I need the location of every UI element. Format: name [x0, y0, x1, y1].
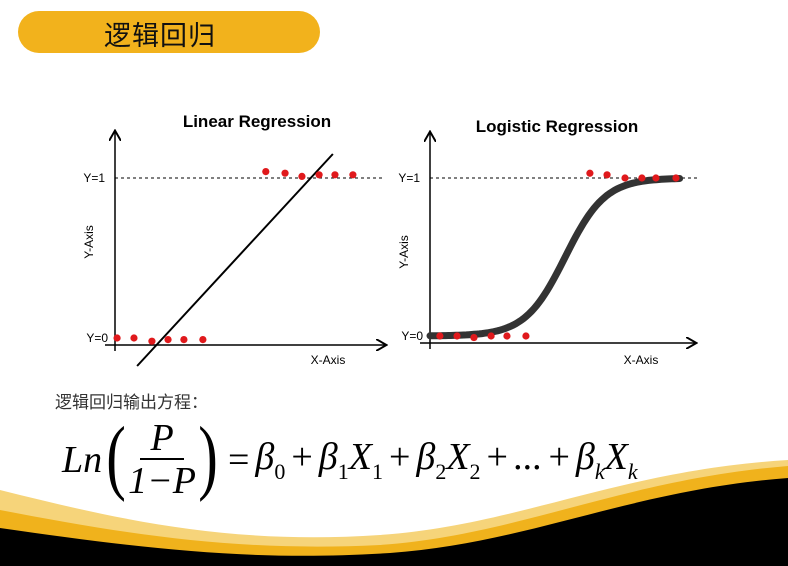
data-point: [199, 336, 207, 344]
y-axis-label: Y-Axis: [82, 225, 96, 259]
ln-function: Ln: [62, 439, 103, 481]
right-paren: ): [198, 410, 218, 503]
x-axis-label: X-Axis: [311, 353, 346, 367]
equals-sign: =: [227, 439, 250, 481]
data-point: [603, 171, 611, 179]
plus-sign: +: [388, 436, 411, 478]
y0-tick-label: Y=0: [86, 331, 108, 345]
logit-formula: Ln ( P 1−P ) = β0 + β1X1 + β2X2 +... + βkXk: [62, 410, 638, 503]
data-point: [148, 337, 156, 345]
plus-sign: +: [291, 436, 313, 478]
data-point: [164, 336, 172, 344]
formula-term: β2X2: [416, 436, 481, 484]
left-paren: (: [106, 410, 126, 503]
formula-term: β1X1: [318, 436, 383, 484]
data-point: [281, 169, 289, 177]
data-point: [331, 171, 339, 179]
data-point: [621, 174, 629, 182]
y1-tick-label: Y=1: [398, 171, 420, 185]
sigmoid-curve: [426, 175, 684, 340]
data-point: [586, 169, 594, 177]
data-point: [180, 336, 188, 344]
formula-terms: β0 + β1X1 + β2X2 +... + βkXk: [255, 435, 637, 485]
data-point: [453, 332, 461, 340]
regression-line: [136, 153, 334, 367]
plus-sign: +: [486, 436, 508, 478]
title-banner: [18, 11, 320, 53]
y-axis-label: Y-Axis: [397, 235, 411, 269]
numerator: P: [140, 418, 184, 460]
data-point: [638, 174, 646, 182]
data-point: [503, 332, 511, 340]
formula-term: βkXk: [575, 436, 638, 484]
data-point: [436, 332, 444, 340]
fraction: P 1−P: [128, 418, 196, 502]
formula-term: ...: [513, 436, 543, 478]
chart-title: Logistic Regression: [476, 117, 638, 136]
plus-sign: +: [548, 436, 570, 478]
data-point: [470, 333, 478, 342]
y1-tick-label: Y=1: [83, 171, 105, 185]
data-point: [522, 332, 530, 340]
data-point: [315, 171, 323, 179]
data-point: [130, 334, 138, 342]
x-axis-label: X-Axis: [624, 353, 659, 367]
slide-title: 逻辑回归: [104, 21, 216, 52]
data-point: [113, 334, 121, 342]
data-point: [262, 168, 270, 176]
data-point: [487, 332, 495, 340]
data-point: [298, 172, 306, 180]
formula-term: β0: [255, 436, 286, 484]
denominator: 1−P: [128, 460, 196, 502]
chart-title: Linear Regression: [183, 112, 331, 131]
data-point: [349, 171, 357, 179]
data-point: [652, 174, 660, 182]
data-point: [672, 174, 680, 182]
formula-caption: 逻辑回归输出方程：: [55, 393, 208, 413]
y0-tick-label: Y=0: [401, 329, 423, 343]
